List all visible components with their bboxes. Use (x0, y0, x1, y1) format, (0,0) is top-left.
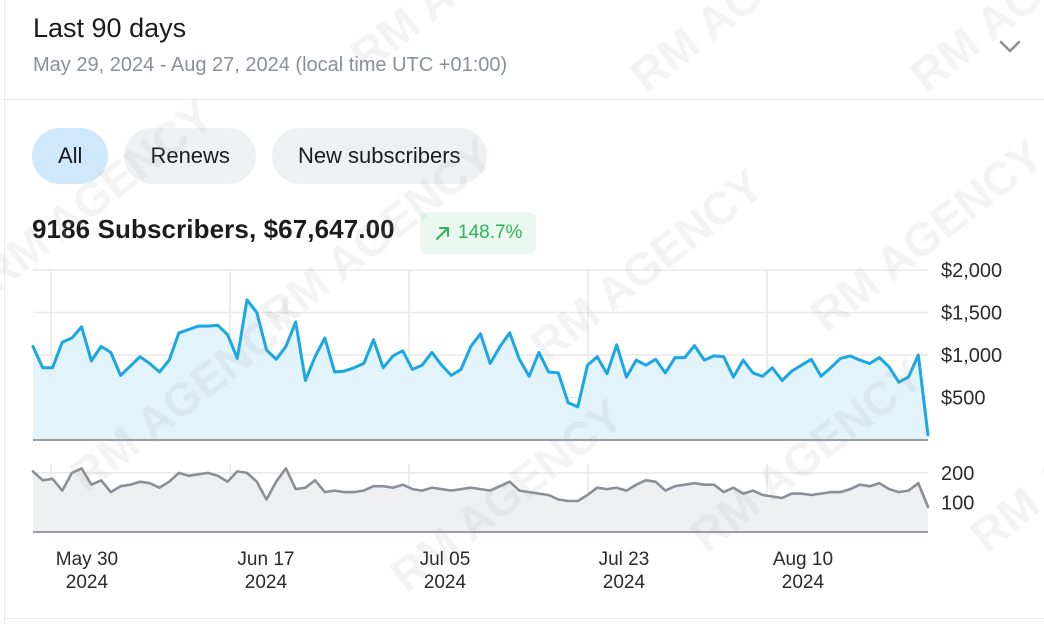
subscribers-area (33, 468, 928, 532)
x-tick-label: Jun 17 (237, 549, 294, 570)
subscribers-series-line (31, 467, 930, 509)
x-tick-label: Jul 05 (420, 549, 471, 570)
x-tick-label: May 30 (56, 549, 118, 570)
tab-new-subscribers[interactable]: New subscribers (271, 128, 487, 184)
revenue-series-line (31, 298, 930, 437)
revenue-y-tick-label: $2,000 (941, 260, 1002, 282)
period-range: May 29, 2024 - Aug 27, 2024 (local time … (33, 54, 508, 76)
summary-total: 9186 Subscribers, $67,647.00 (32, 214, 395, 244)
period-header[interactable]: Last 90 days May 29, 2024 - Aug 27, 2024… (4, 0, 1044, 100)
x-tick-year-label: 2024 (245, 572, 288, 593)
card-bottom-border (4, 618, 1044, 619)
change-value: 148.7% (458, 222, 523, 243)
subscribers-y-tick-label: 200 (941, 463, 974, 485)
arrow-up-right-icon (436, 227, 449, 240)
revenue-area (33, 299, 928, 440)
tab-renews[interactable]: Renews (124, 128, 256, 184)
revenue-y-tick-label: $500 (941, 388, 986, 410)
subscribers-y-tick-label: 100 (941, 492, 974, 514)
period-title: Last 90 days (33, 13, 187, 43)
filter-tabs: All Renews New subscribers (32, 128, 487, 184)
x-tick-year-label: 2024 (424, 572, 467, 593)
change-badge: 148.7% (420, 212, 537, 254)
revenue-y-tick-label: $1,000 (941, 345, 1002, 367)
chevron-down-icon[interactable] (996, 32, 1024, 60)
x-tick-year-label: 2024 (782, 572, 825, 593)
x-tick-year-label: 2024 (603, 572, 646, 593)
x-tick-label: Aug 10 (773, 549, 833, 570)
tab-all[interactable]: All (32, 128, 109, 184)
x-tick-year-label: 2024 (66, 572, 109, 593)
card-border (4, 0, 5, 624)
x-tick-label: Jul 23 (599, 549, 650, 570)
revenue-y-tick-label: $1,500 (941, 303, 1002, 325)
